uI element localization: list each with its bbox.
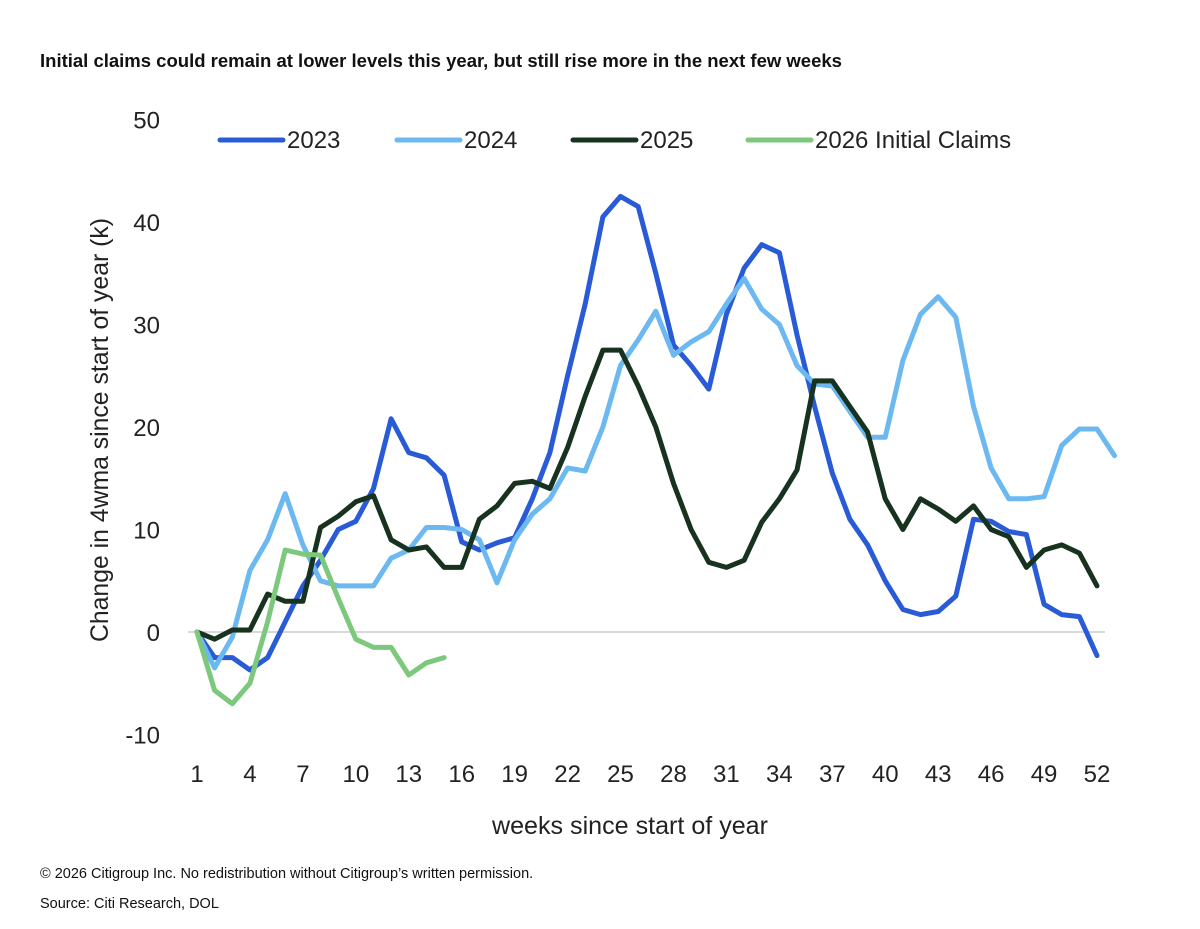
series-line-2024 — [194, 275, 1118, 671]
y-tick-label: 40 — [133, 210, 160, 237]
x-tick-label: 49 — [1031, 761, 1058, 788]
legend-label: 2023 — [287, 127, 340, 154]
x-tick-label: 37 — [819, 761, 846, 788]
y-tick-label: 20 — [133, 415, 160, 442]
x-tick-label: 13 — [395, 761, 422, 788]
y-axis: -10 0 10 20 30 40 50 — [125, 108, 160, 750]
x-tick-label: 40 — [872, 761, 899, 788]
x-tick-label: 22 — [554, 761, 581, 788]
x-tick-label: 46 — [978, 761, 1005, 788]
series-line-2025 — [194, 347, 1100, 642]
legend-label: 2024 — [464, 127, 517, 154]
line-chart: -10 0 10 20 30 40 50 1 4 7 10 13 16 19 22 25 28 31 34 37 40… — [86, 108, 1118, 840]
copyright-note: © 2026 Citigroup Inc. No redistribution … — [40, 866, 534, 882]
legend-item-2025: 2025 — [570, 127, 693, 154]
x-tick-label: 4 — [243, 761, 256, 788]
x-tick-label: 28 — [660, 761, 687, 788]
x-tick-label: 19 — [501, 761, 528, 788]
x-axis: 1 4 7 10 13 16 19 22 25 28 31 34 37 40 43 46 49 52 — [190, 761, 1110, 788]
legend-item-2024: 2024 — [394, 127, 517, 154]
legend-item-2026: 2026 Initial Claims — [745, 127, 1011, 154]
y-axis-label: Change in 4wma since start of year (k) — [86, 218, 114, 642]
y-tick-label: 50 — [133, 108, 160, 135]
series-line-2023 — [194, 193, 1100, 673]
source-note: Source: Citi Research, DOL — [40, 896, 219, 912]
y-tick-label: -10 — [125, 723, 160, 750]
y-tick-label: 0 — [147, 620, 160, 647]
legend-label: 2026 Initial Claims — [815, 127, 1011, 154]
legend-label: 2025 — [640, 127, 693, 154]
legend: 2023 2024 2025 2026 Initial Claims — [217, 127, 1011, 154]
x-tick-label: 52 — [1084, 761, 1111, 788]
x-tick-label: 34 — [766, 761, 793, 788]
y-tick-label: 10 — [133, 518, 160, 545]
legend-item-2023: 2023 — [217, 127, 340, 154]
chart-title: Initial claims could remain at lower lev… — [40, 50, 842, 71]
x-tick-label: 10 — [342, 761, 369, 788]
series-lines — [194, 193, 1118, 707]
x-tick-label: 7 — [296, 761, 309, 788]
x-tick-label: 43 — [925, 761, 952, 788]
series-line-2026 — [194, 547, 447, 707]
x-tick-label: 31 — [713, 761, 740, 788]
y-tick-label: 30 — [133, 313, 160, 340]
x-tick-label: 25 — [607, 761, 634, 788]
x-tick-label: 1 — [190, 761, 203, 788]
x-axis-label: weeks since start of year — [491, 812, 768, 840]
x-tick-label: 16 — [448, 761, 475, 788]
